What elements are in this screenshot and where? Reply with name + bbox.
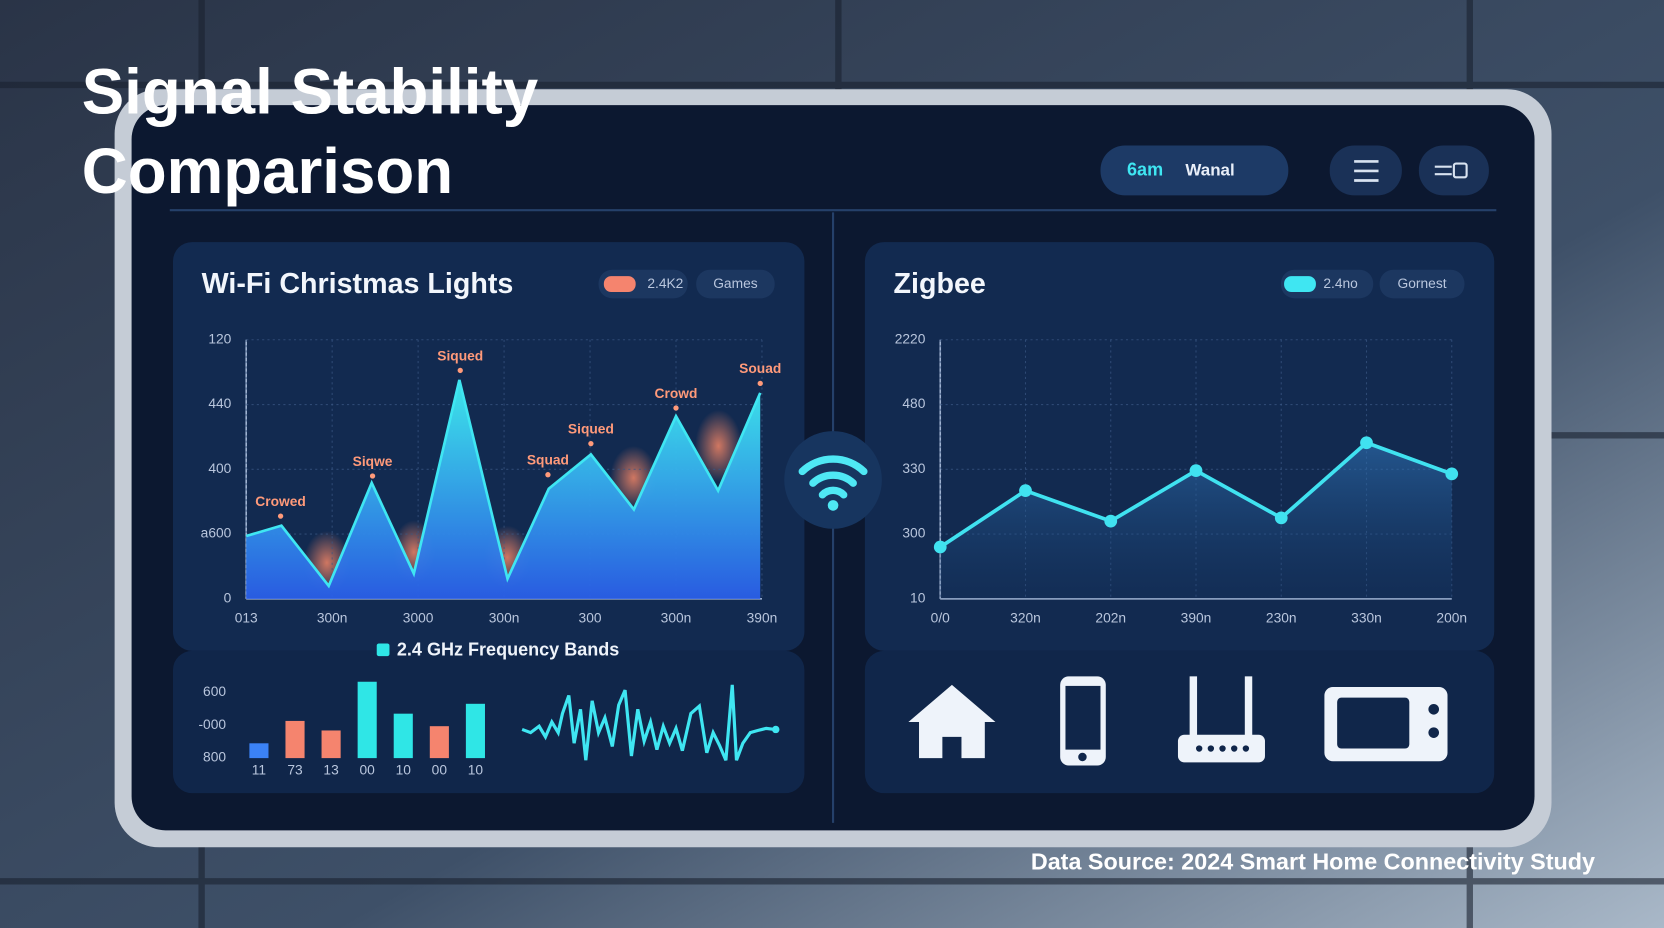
point [1445,467,1459,481]
x-tick-label: 300n [489,611,520,626]
x-tick-label: 300 [579,611,602,626]
y-tick-label: 400 [208,461,231,476]
x-tick-label: 230n [1266,611,1297,626]
waveform [521,684,775,761]
x-tick-label: 300n [317,611,348,626]
pill-label: Wanal [1185,160,1234,179]
annotation: Crowd [655,386,698,401]
data-source: Data Source: 2024 Smart Home Connectivit… [1031,848,1595,874]
point [1019,484,1032,498]
x-tick-label: 0/0 [931,611,950,626]
point [1274,511,1288,525]
annotation-dot [757,380,763,387]
y-tick-label: 0 [224,590,232,605]
annotation: Souad [739,361,781,376]
annotation: Siqwe [353,454,393,469]
badge-swatch [603,276,636,292]
y-tick-label: -000 [198,717,226,732]
menu-icon [1354,160,1379,182]
x-tick-label: 320n [1010,611,1041,626]
x-tick-label: 300n [661,611,692,626]
annotation-dot [457,367,463,374]
y-tick-label: 440 [208,396,231,411]
annotation: Crowed [255,494,306,509]
wifi-bottom-panel [172,650,805,794]
annotation: Squad [527,453,569,468]
annotation-dot [588,440,594,447]
bar [357,681,377,759]
legend-swatch [376,643,390,657]
chart-title: Wi-Fi Christmas Lights [202,268,514,300]
y-tick-label: 300 [902,526,925,541]
x-tick-label: 013 [235,611,258,626]
annotation-dot [369,473,376,479]
badge-label: Games [713,276,758,291]
x-tick-label: 10 [468,762,484,777]
x-tick-label: 202n [1095,611,1126,626]
badge-label: Gornest [1398,276,1447,291]
chart-title: Zigbee [894,268,986,300]
y-tick-label: 330 [902,461,925,476]
wifi-badge [784,431,882,529]
y-tick-label: 480 [902,396,925,411]
bar [321,730,341,759]
waveform-end [772,725,780,734]
page-title: Comparison [82,136,453,207]
x-tick-label: 73 [287,762,303,777]
y-tick-label: 10 [910,590,926,605]
y-tick-label: 600 [203,684,226,699]
x-tick-label: 11 [252,762,266,777]
pill-label: 6am [1127,160,1163,180]
x-tick-label: 00 [432,762,448,777]
x-tick-label: 10 [396,762,412,777]
x-tick-label: 3000 [403,611,434,626]
badge[interactable] [696,269,775,299]
bar [285,720,305,759]
badge-label: 2.4K2 [647,276,683,291]
point [1189,464,1203,477]
bar [393,713,413,759]
x-tick-label: 330n [1351,611,1382,626]
bar [249,743,269,759]
area-fill [246,379,761,599]
x-tick-label: 390n [747,611,778,626]
y-tick-label: 120 [208,331,231,346]
wifi-icon [798,455,868,499]
bar [465,703,485,759]
annotation-dot [673,405,679,411]
badge[interactable] [1379,269,1465,299]
wifi-icon-dot [827,500,839,511]
annotation-dot [277,513,284,519]
page-title: Signal Stability [82,56,539,127]
point [1104,514,1118,528]
area-line [245,379,762,589]
legend-label: 2.4 GHz Frequency Bands [397,640,619,660]
annotation: Siqued [568,421,614,436]
badge-swatch [1284,276,1316,292]
x-tick-label: 200n [1436,611,1467,626]
y-tick-label: a600 [201,526,232,541]
x-tick-label: 13 [323,762,339,777]
point [933,540,947,554]
toggle-icon [1434,162,1468,179]
bar [429,726,449,759]
y-tick-label: 2220 [895,331,926,346]
point [1360,436,1373,450]
header-pill[interactable] [1100,145,1289,196]
x-tick-label: 00 [360,762,376,777]
annotation-dot [545,472,551,478]
device-icons [908,676,1448,766]
badge-label: 2.4no [1323,276,1358,291]
annotation: Siqued [437,348,483,363]
y-tick-label: 800 [203,750,226,765]
x-tick-label: 390n [1181,611,1212,626]
